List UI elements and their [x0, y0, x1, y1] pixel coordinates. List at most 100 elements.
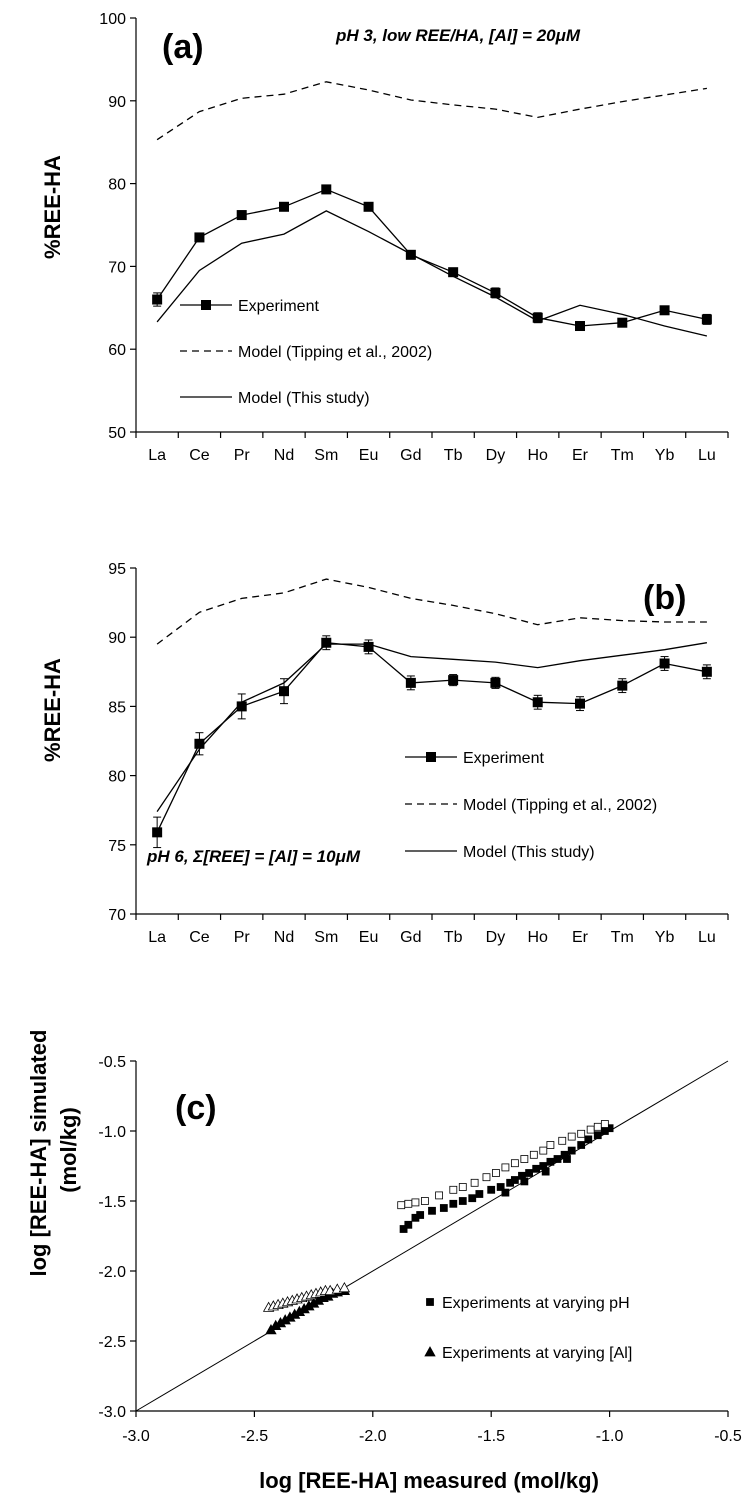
x-tick-label: Dy [486, 447, 506, 464]
data-point-square-filled [593, 1131, 602, 1140]
data-point-square [659, 658, 670, 669]
data-point-square-filled [439, 1204, 448, 1212]
data-point-square-filled [468, 1194, 477, 1203]
panel-c-ylabel: log [REE-HA] simulated (mol/kg) [26, 1023, 81, 1276]
data-point-square-open [404, 1199, 413, 1208]
data-point-square [194, 738, 205, 749]
data-point-square-filled [546, 1157, 555, 1166]
panel-c-label: (c) [175, 1089, 217, 1127]
y-tick-label: 90 [108, 94, 126, 111]
data-point-square [321, 184, 332, 195]
panel-c-ylabel-line-1: log [REE-HA] simulated [26, 1030, 51, 1277]
data-point-square [659, 305, 670, 316]
data-point-square-open [470, 1178, 479, 1187]
legend-label: Experiment [238, 298, 319, 315]
data-point-square [532, 697, 543, 708]
x-tick-label: Eu [359, 447, 379, 464]
x-tick-label: Lu [698, 447, 716, 464]
y-tick-label: -1.0 [98, 1124, 126, 1141]
data-point-square-filled [577, 1141, 586, 1149]
data-point-square [363, 201, 374, 212]
panel-b-label: (b) [643, 579, 686, 617]
legend-label: Model (Tipping et al., 2002) [463, 797, 657, 814]
x-tick-label: -2.5 [241, 1428, 269, 1445]
panel-c-plot: -3.0 -2.5 -2.0 -1.5 -1.0 -0.5 -3.0 -2.5 -2.0 -1.5… [98, 1054, 741, 1445]
data-point-square-open [492, 1169, 500, 1177]
data-point-square-open [586, 1125, 595, 1134]
x-tick-label: Gd [400, 929, 421, 946]
data-point-square-open [458, 1183, 467, 1191]
x-tick-label: Er [572, 447, 589, 464]
legend-label: Model (Tipping et al., 2002) [238, 344, 432, 361]
data-point-square-filled [475, 1190, 484, 1198]
data-point-square-filled [501, 1188, 510, 1197]
data-point-square [448, 267, 459, 278]
x-tick-label: La [148, 447, 166, 464]
x-tick-label: Er [572, 929, 589, 946]
y-tick-label: 95 [108, 561, 126, 578]
y-tick-label: 90 [108, 630, 126, 647]
data-point-square-open [546, 1141, 555, 1149]
x-tick-label: Gd [400, 447, 421, 464]
panel-b-plot: 70 75 80 85 90 95 La Ce Pr Nd Sm Eu Gd Tb Dy Ho Er Tm Yb Lu… [108, 561, 729, 946]
data-point-square [405, 249, 416, 260]
data-point-square-filled [449, 1199, 458, 1208]
data-point-square [575, 321, 585, 332]
data-point-square-open [567, 1132, 576, 1141]
data-point-square-open [558, 1136, 567, 1145]
panel-c: (c) log [REE-HA] measured (mol/kg) log [… [26, 1023, 742, 1493]
x-tick-label: Eu [359, 929, 379, 946]
data-point-square-filled [416, 1211, 425, 1219]
series-line-1 [156, 188, 708, 327]
panel-a-ylabel: %REE-HA [40, 155, 65, 259]
data-point-square-filled [399, 1225, 408, 1233]
legend-swatch-square [201, 300, 211, 310]
y-tick-label: -2.0 [98, 1264, 126, 1281]
panel-c-xlabel: log [REE-HA] measured (mol/kg) [259, 1468, 599, 1493]
y-tick-label: 75 [108, 838, 126, 855]
legend-label: Model (This study) [463, 844, 595, 861]
data-point-square [279, 686, 289, 697]
x-tick-label: Yb [655, 929, 675, 946]
data-point-square [321, 637, 332, 648]
x-tick-label: Nd [274, 447, 294, 464]
data-point-square [194, 232, 205, 243]
data-point-square-open [577, 1129, 586, 1138]
y-tick-label: 85 [108, 699, 126, 716]
data-point-square-open [600, 1120, 609, 1128]
data-point-square [701, 666, 712, 677]
y-tick-label: -2.5 [98, 1334, 126, 1351]
legend-label: Experiments at varying pH [442, 1295, 630, 1312]
x-tick-label: Tb [444, 929, 463, 946]
data-point-square-filled [404, 1220, 413, 1229]
data-point-square-filled [428, 1206, 436, 1215]
x-tick-label: Ce [189, 447, 210, 464]
x-tick-label: Ho [527, 447, 548, 464]
data-point-square [617, 680, 628, 691]
data-point-square-filled [605, 1124, 614, 1133]
data-point-triangle-open [338, 1281, 351, 1293]
data-point-square [152, 294, 163, 305]
panel-a-plot: 50 60 70 80 90 100 La Ce Pr Nd Sm Eu Gd Tb Dy Ho Er Tm Yb L… [99, 11, 729, 464]
data-point-square-open [397, 1201, 406, 1210]
y-tick-label: 80 [108, 177, 126, 194]
data-point-square [575, 698, 585, 709]
legend-label: Model (This study) [238, 390, 370, 407]
x-tick-label: Yb [655, 447, 675, 464]
series-line-3 [156, 642, 708, 812]
data-point-square-open [435, 1191, 444, 1200]
y-tick-label: -3.0 [98, 1404, 126, 1421]
y-tick-label: 80 [108, 769, 126, 786]
data-point-square-filled [487, 1185, 496, 1194]
data-point-square-filled [584, 1135, 593, 1144]
legend-marker-square [426, 1298, 434, 1306]
panel-a-annotation: pH 3, low REE/HA, [Al] = 20μM [335, 26, 581, 45]
data-point-square [490, 287, 501, 298]
y-tick-label: 70 [108, 907, 126, 924]
data-point-square-open [411, 1198, 420, 1207]
series-line-2 [156, 578, 707, 645]
data-point-square-open [593, 1122, 602, 1131]
y-tick-label: 60 [108, 342, 126, 359]
data-point-square [363, 641, 374, 652]
